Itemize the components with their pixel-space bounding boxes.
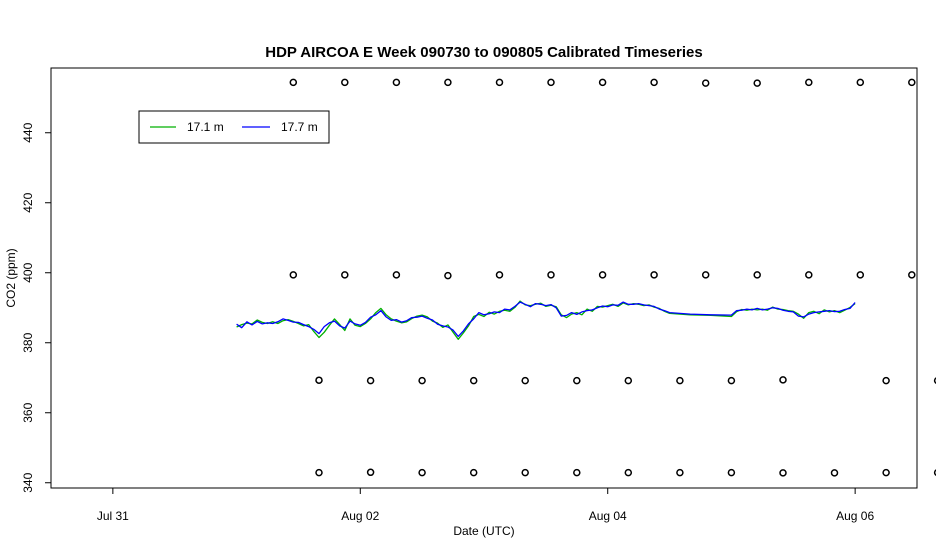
calibration-point-53	[933, 469, 936, 476]
calibration-point-51	[830, 469, 839, 477]
calibration-point-37	[779, 376, 787, 384]
calibration-point-33	[573, 376, 581, 385]
calibration-point-0	[289, 78, 298, 87]
calibration-point-52	[882, 468, 890, 477]
calibration-point-44	[469, 468, 478, 477]
legend-label-17-1m: 17.1 m	[187, 120, 224, 134]
calibration-point-47	[624, 468, 633, 477]
calibration-point-45	[521, 468, 529, 477]
calibration-point-5	[547, 78, 555, 87]
calibration-point-1	[341, 78, 349, 87]
calibration-point-6	[598, 78, 607, 87]
calibration-point-35	[676, 376, 684, 385]
calibration-point-36	[727, 376, 736, 385]
calibration-point-12	[908, 78, 916, 87]
calibration-point-43	[418, 468, 426, 477]
calibration-point-20	[598, 271, 607, 279]
calibration-point-14	[289, 271, 298, 279]
calibration-point-19	[547, 271, 555, 279]
calibration-point-3	[444, 78, 452, 87]
calibration-point-41	[315, 468, 323, 477]
y-tick-label-5: 440	[21, 122, 35, 142]
calibration-point-24	[805, 271, 813, 279]
calibration-point-49	[727, 468, 736, 477]
calibration-point-22	[701, 271, 710, 279]
calibration-point-50	[779, 469, 787, 477]
calibration-point-2	[392, 78, 401, 87]
calibration-point-7	[650, 78, 658, 87]
calibration-point-30	[418, 376, 426, 385]
y-tick-label-1: 360	[21, 402, 35, 422]
plot-frame	[50, 67, 918, 489]
calibration-points-layer	[289, 78, 936, 477]
y-tick-label-2: 380	[21, 332, 35, 352]
x-axis: Jul 31 Aug 02 Aug 04 Aug 06	[97, 488, 874, 523]
legend: 17.1 m 17.7 m	[138, 110, 330, 144]
calibration-point-48	[676, 468, 684, 477]
calibration-point-38	[882, 376, 890, 385]
calibration-point-42	[366, 468, 375, 477]
calibration-point-16	[392, 271, 401, 279]
y-tick-label-3: 400	[21, 262, 35, 282]
x-tick-label-1: Aug 02	[341, 509, 379, 523]
series-line-1	[236, 301, 856, 338]
calibration-point-39	[933, 377, 936, 384]
series-layer	[236, 300, 856, 340]
legend-label-17-7m: 17.7 m	[281, 120, 318, 134]
calibration-point-18	[495, 271, 504, 279]
y-tick-label-0: 340	[21, 472, 35, 492]
x-tick-label-2: Aug 04	[589, 509, 627, 523]
calibration-point-32	[521, 376, 529, 385]
calibration-point-21	[650, 271, 658, 279]
calibration-point-9	[753, 79, 761, 87]
calibration-point-31	[469, 376, 478, 385]
chart-title: HDP AIRCOA E Week 090730 to 090805 Calib…	[265, 44, 702, 61]
calibration-point-10	[805, 78, 813, 87]
calibration-point-17	[444, 271, 452, 280]
calibration-point-46	[573, 468, 581, 477]
y-axis-label: CO2 (ppm)	[4, 248, 18, 307]
calibration-point-29	[366, 376, 375, 385]
x-tick-label-0: Jul 31	[97, 509, 129, 523]
calibration-point-15	[341, 271, 349, 279]
calibration-point-28	[315, 376, 323, 384]
calibration-point-25	[856, 271, 865, 279]
calibration-point-11	[856, 78, 865, 87]
calibration-point-8	[701, 79, 710, 87]
calibration-point-34	[624, 376, 633, 385]
y-tick-label-4: 420	[21, 192, 35, 212]
calibration-point-4	[495, 78, 504, 87]
x-tick-label-3: Aug 06	[836, 509, 874, 523]
calibration-point-23	[753, 271, 761, 279]
calibration-point-26	[908, 271, 916, 279]
y-axis: 340 360 380 400 420 440	[21, 122, 51, 493]
x-axis-label: Date (UTC)	[453, 524, 514, 538]
